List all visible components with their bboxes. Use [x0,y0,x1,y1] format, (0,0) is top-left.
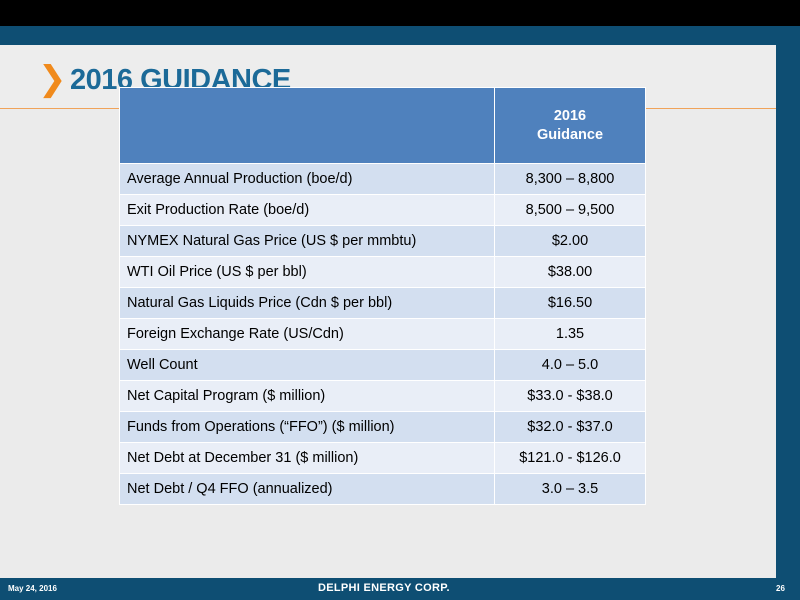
row-label: Natural Gas Liquids Price (Cdn $ per bbl… [119,287,495,319]
row-value: $32.0 - $37.0 [494,411,646,443]
column-header-line-1: 2016 [553,107,587,124]
row-value: $121.0 - $126.0 [494,442,646,474]
row-value: $38.00 [494,256,646,288]
row-value: 3.0 – 3.5 [494,473,646,505]
row-label: Funds from Operations (“FFO”) ($ million… [119,411,495,443]
row-value: 8,500 – 9,500 [494,194,646,226]
row-label: WTI Oil Price (US $ per bbl) [119,256,495,288]
table-row: Net Debt / Q4 FFO (annualized) 3.0 – 3.5 [119,473,646,505]
table-header-row: 2016 Guidance [119,87,646,164]
row-label: Well Count [119,349,495,381]
footer-date: May 24, 2016 [8,584,57,593]
table-row: NYMEX Natural Gas Price (US $ per mmbtu)… [119,225,646,257]
column-header-guidance: 2016 Guidance [494,87,646,164]
row-value: $16.50 [494,287,646,319]
column-header-line-2: Guidance [536,126,604,143]
page-number: 26 [776,584,785,593]
table-row: Average Annual Production (boe/d) 8,300 … [119,163,646,195]
row-label: NYMEX Natural Gas Price (US $ per mmbtu) [119,225,495,257]
table-row: Well Count 4.0 – 5.0 [119,349,646,381]
row-value: $33.0 - $38.0 [494,380,646,412]
company-logo: DELPHI ENERGY CORP. [318,582,450,594]
table-row: Funds from Operations (“FFO”) ($ million… [119,411,646,443]
row-value: 1.35 [494,318,646,350]
guidance-table: 2016 Guidance Average Annual Production … [119,87,646,505]
row-value: 4.0 – 5.0 [494,349,646,381]
row-label: Foreign Exchange Rate (US/Cdn) [119,318,495,350]
row-label: Net Debt / Q4 FFO (annualized) [119,473,495,505]
row-value: 8,300 – 8,800 [494,163,646,195]
row-label: Net Capital Program ($ million) [119,380,495,412]
top-bar [0,0,800,26]
table-row: Exit Production Rate (boe/d) 8,500 – 9,5… [119,194,646,226]
chevron-right-icon: ❯ [38,59,67,99]
table-row: Natural Gas Liquids Price (Cdn $ per bbl… [119,287,646,319]
row-label: Average Annual Production (boe/d) [119,163,495,195]
table-row: Net Capital Program ($ million) $33.0 - … [119,380,646,412]
header-blank-cell [119,87,495,164]
table-row: Foreign Exchange Rate (US/Cdn) 1.35 [119,318,646,350]
table-row: WTI Oil Price (US $ per bbl) $38.00 [119,256,646,288]
table-row: Net Debt at December 31 ($ million) $121… [119,442,646,474]
row-label: Net Debt at December 31 ($ million) [119,442,495,474]
row-value: $2.00 [494,225,646,257]
row-label: Exit Production Rate (boe/d) [119,194,495,226]
